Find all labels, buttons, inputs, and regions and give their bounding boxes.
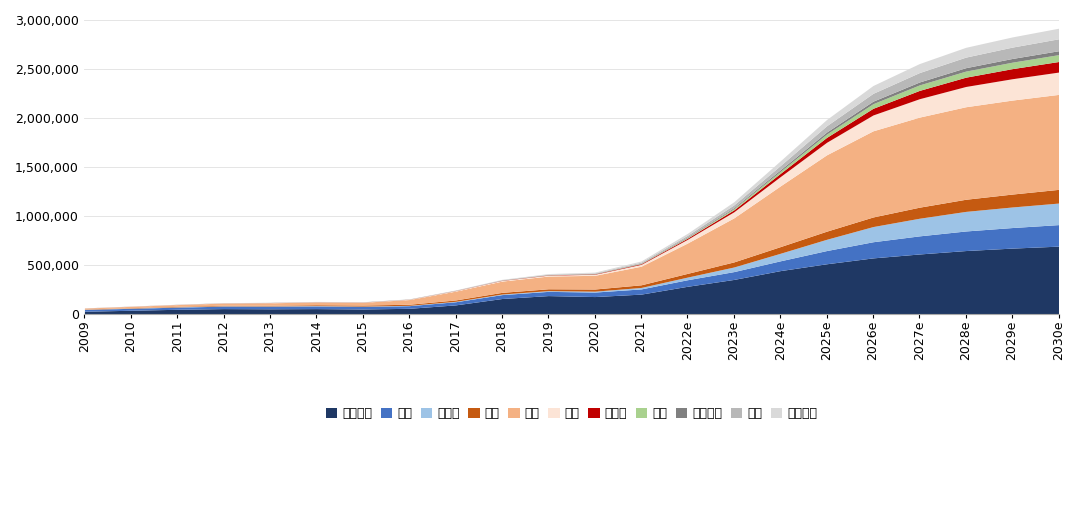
Legend: 澳大利亚, 智利, 阿根廷, 中国, 非洲, 美国, 加拿大, 巴西, 玻利维亚, 欧洲, 全球其他: 澳大利亚, 智利, 阿根廷, 中国, 非洲, 美国, 加拿大, 巴西, 玻利维亚… [321,402,822,425]
